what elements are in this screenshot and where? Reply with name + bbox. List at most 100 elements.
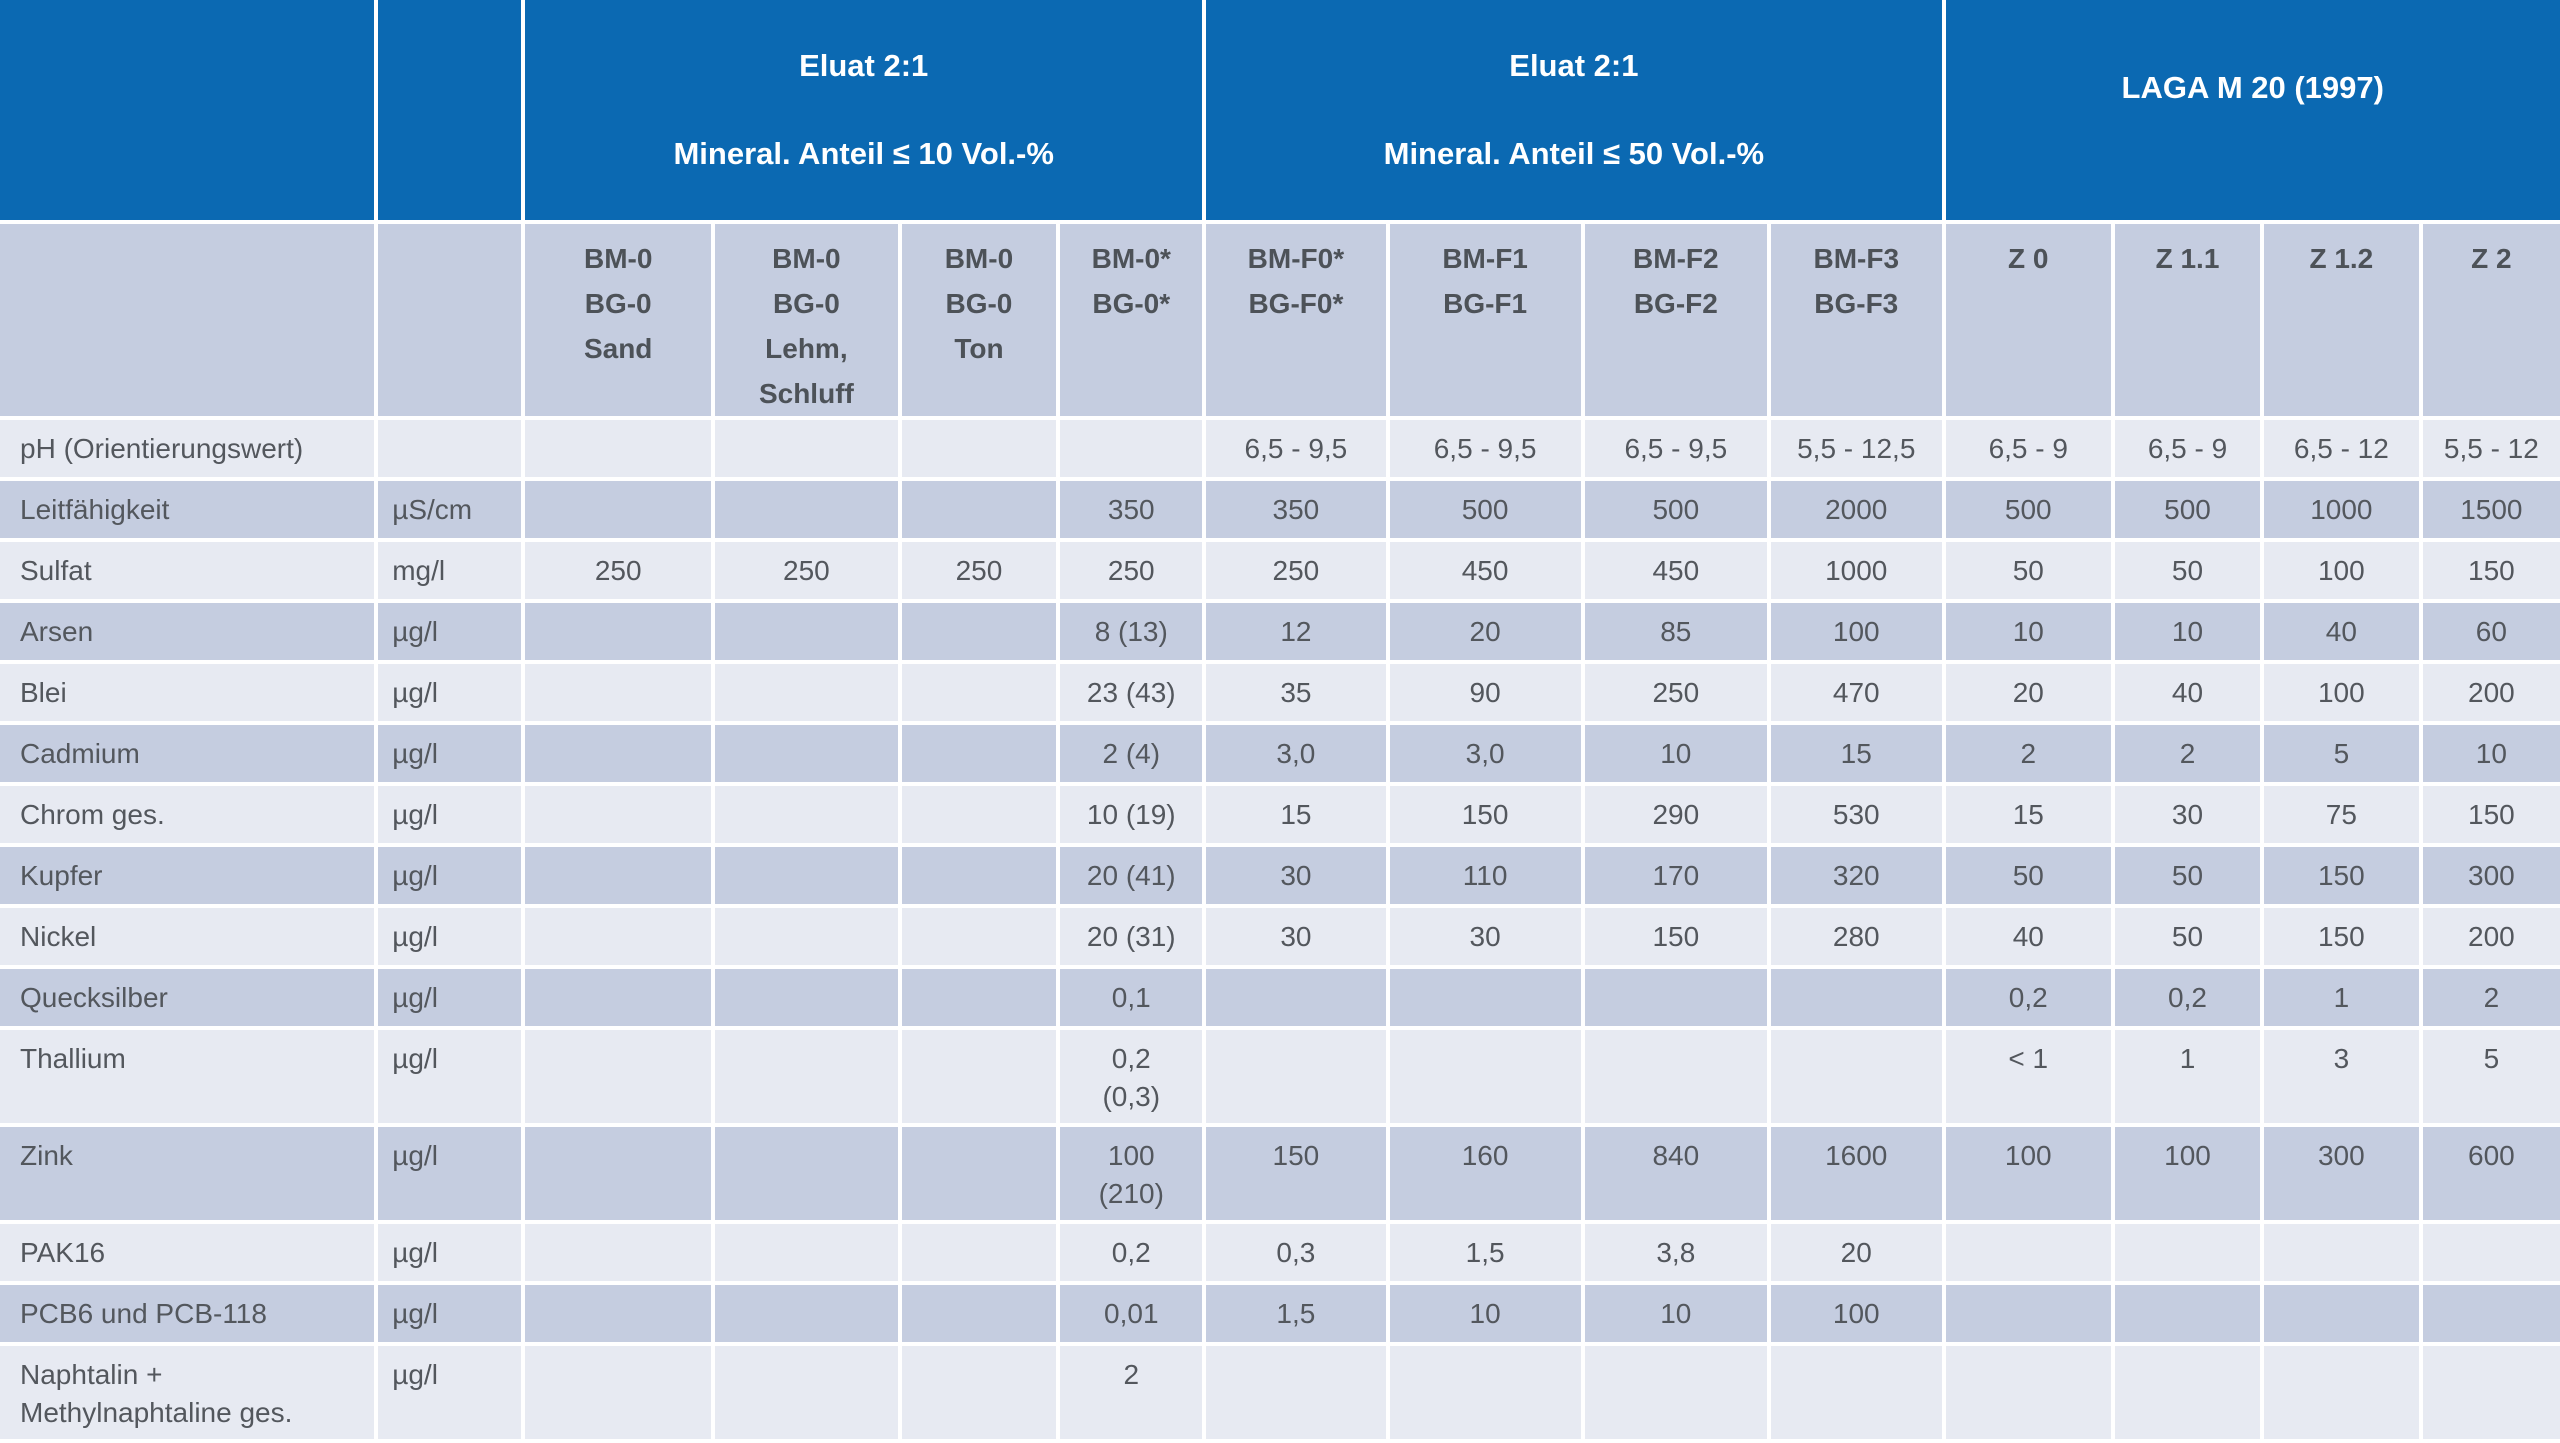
value-cell: 6,5 - 9,5 — [1389, 420, 1581, 477]
table-row: Sulfat mg/l 250 250 250 250 250 450 450 1000 50 50 1… — [0, 542, 2560, 599]
sub-header-cell: BM-0 BG-0 Ton — [901, 224, 1057, 416]
value-cell — [715, 1030, 898, 1123]
parameter-cell: Cadmium — [0, 725, 375, 782]
value-cell: 2 — [1060, 1346, 1203, 1439]
value-cell: 30 — [1206, 847, 1386, 904]
value-cell: 0,2 (0,3) — [1060, 1030, 1203, 1123]
value-cell: 450 — [1584, 542, 1767, 599]
unit-cell: µg/l — [378, 908, 522, 965]
parameter-cell: Thallium — [0, 1030, 375, 1123]
value-cell — [525, 969, 712, 1026]
value-cell: 100 — [2115, 1127, 2260, 1220]
value-cell — [715, 969, 898, 1026]
value-cell: 1 — [2115, 1030, 2260, 1123]
table-row: Leitfähigkeit µS/cm 350 350 500 500 2000 500 500… — [0, 481, 2560, 538]
group-header-laga: LAGA M 20 (1997) — [1945, 0, 2560, 220]
value-cell: 10 — [2422, 725, 2560, 782]
value-cell: 2 — [2115, 725, 2260, 782]
value-cell: 0,1 — [1060, 969, 1203, 1026]
value-cell: 6,5 - 9,5 — [1206, 420, 1386, 477]
value-cell: 0,2 — [2115, 969, 2260, 1026]
value-cell: 10 — [1945, 603, 2112, 660]
value-cell — [715, 1346, 898, 1439]
value-cell: 6,5 - 9 — [2115, 420, 2260, 477]
value-cell — [1389, 1346, 1581, 1439]
value-cell — [1945, 1346, 2112, 1439]
value-cell: 250 — [1060, 542, 1203, 599]
value-cell — [715, 1127, 898, 1220]
value-cell: 0,2 — [1945, 969, 2112, 1026]
value-cell — [525, 603, 712, 660]
table-row: PCB6 und PCB-118 µg/l 0,01 1,5 10 10 100 — [0, 1285, 2560, 1342]
sub-header-cell: Z 1.1 — [2115, 224, 2260, 416]
table-row: Naphtalin + Methylnaphtaline ges. µg/l 2 — [0, 1346, 2560, 1439]
value-cell: 75 — [2263, 786, 2419, 843]
table-row: Quecksilber µg/l 0,1 0,2 0,2 1 2 — [0, 969, 2560, 1026]
value-cell: 500 — [1584, 481, 1767, 538]
value-cell — [1389, 969, 1581, 1026]
value-cell: 2 — [1945, 725, 2112, 782]
unit-cell: µg/l — [378, 1346, 522, 1439]
value-cell: 10 (19) — [1060, 786, 1203, 843]
sub-header-cell: BM-F3 BG-F3 — [1770, 224, 1942, 416]
value-cell: 280 — [1770, 908, 1942, 965]
value-cell — [525, 847, 712, 904]
value-cell — [1770, 969, 1942, 1026]
value-cell — [2263, 1285, 2419, 1342]
parameter-cell: Naphtalin + Methylnaphtaline ges. — [0, 1346, 375, 1439]
value-cell: 40 — [1945, 908, 2112, 965]
sub-header-cell: BM-F2 BG-F2 — [1584, 224, 1767, 416]
value-cell — [2115, 1346, 2260, 1439]
value-cell: 5 — [2263, 725, 2419, 782]
value-cell: 250 — [715, 542, 898, 599]
value-cell: 1000 — [2263, 481, 2419, 538]
value-cell — [2422, 1285, 2560, 1342]
value-cell — [901, 420, 1057, 477]
value-cell: 170 — [1584, 847, 1767, 904]
header-parameter-corner-cell — [0, 0, 375, 220]
parameter-cell: Quecksilber — [0, 969, 375, 1026]
value-cell: 290 — [1584, 786, 1767, 843]
parameter-cell: Sulfat — [0, 542, 375, 599]
value-cell: 3,0 — [1389, 725, 1581, 782]
value-cell: 50 — [2115, 542, 2260, 599]
unit-cell: mg/l — [378, 542, 522, 599]
value-cell — [525, 664, 712, 721]
value-cell — [1770, 1346, 1942, 1439]
value-cell: 470 — [1770, 664, 1942, 721]
value-cell — [901, 1030, 1057, 1123]
value-cell: 6,5 - 9,5 — [1584, 420, 1767, 477]
value-cell: 500 — [2115, 481, 2260, 538]
value-cell: 150 — [1584, 908, 1767, 965]
value-cell: 90 — [1389, 664, 1581, 721]
value-cell — [715, 481, 898, 538]
value-cell — [715, 786, 898, 843]
value-cell: 10 — [2115, 603, 2260, 660]
value-cell — [525, 1127, 712, 1220]
value-cell — [715, 725, 898, 782]
value-cell: 100 — [1945, 1127, 2112, 1220]
value-cell: 1,5 — [1206, 1285, 1386, 1342]
value-cell: 1 — [2263, 969, 2419, 1026]
parameter-cell: Kupfer — [0, 847, 375, 904]
value-cell — [2422, 1346, 2560, 1439]
value-cell: 600 — [2422, 1127, 2560, 1220]
value-cell: 150 — [1389, 786, 1581, 843]
table-body: pH (Orientierungswert) 6,5 - 9,5 6,5 - 9,5… — [0, 420, 2560, 1439]
value-cell: 0,2 — [1060, 1224, 1203, 1281]
value-cell — [901, 1127, 1057, 1220]
unit-cell: µg/l — [378, 786, 522, 843]
sub-header-cell: Z 0 — [1945, 224, 2112, 416]
value-cell: 100 — [1770, 603, 1942, 660]
value-cell: 5,5 - 12,5 — [1770, 420, 1942, 477]
value-cell: 3,8 — [1584, 1224, 1767, 1281]
value-cell — [901, 908, 1057, 965]
value-cell: 10 — [1584, 725, 1767, 782]
value-cell: 450 — [1389, 542, 1581, 599]
unit-cell: µg/l — [378, 1030, 522, 1123]
value-cell: 50 — [1945, 542, 2112, 599]
group-header-line1: Eluat 2:1 — [799, 48, 929, 83]
value-cell — [525, 1030, 712, 1123]
sub-header-parameter-cell — [0, 224, 375, 416]
value-cell: 500 — [1945, 481, 2112, 538]
